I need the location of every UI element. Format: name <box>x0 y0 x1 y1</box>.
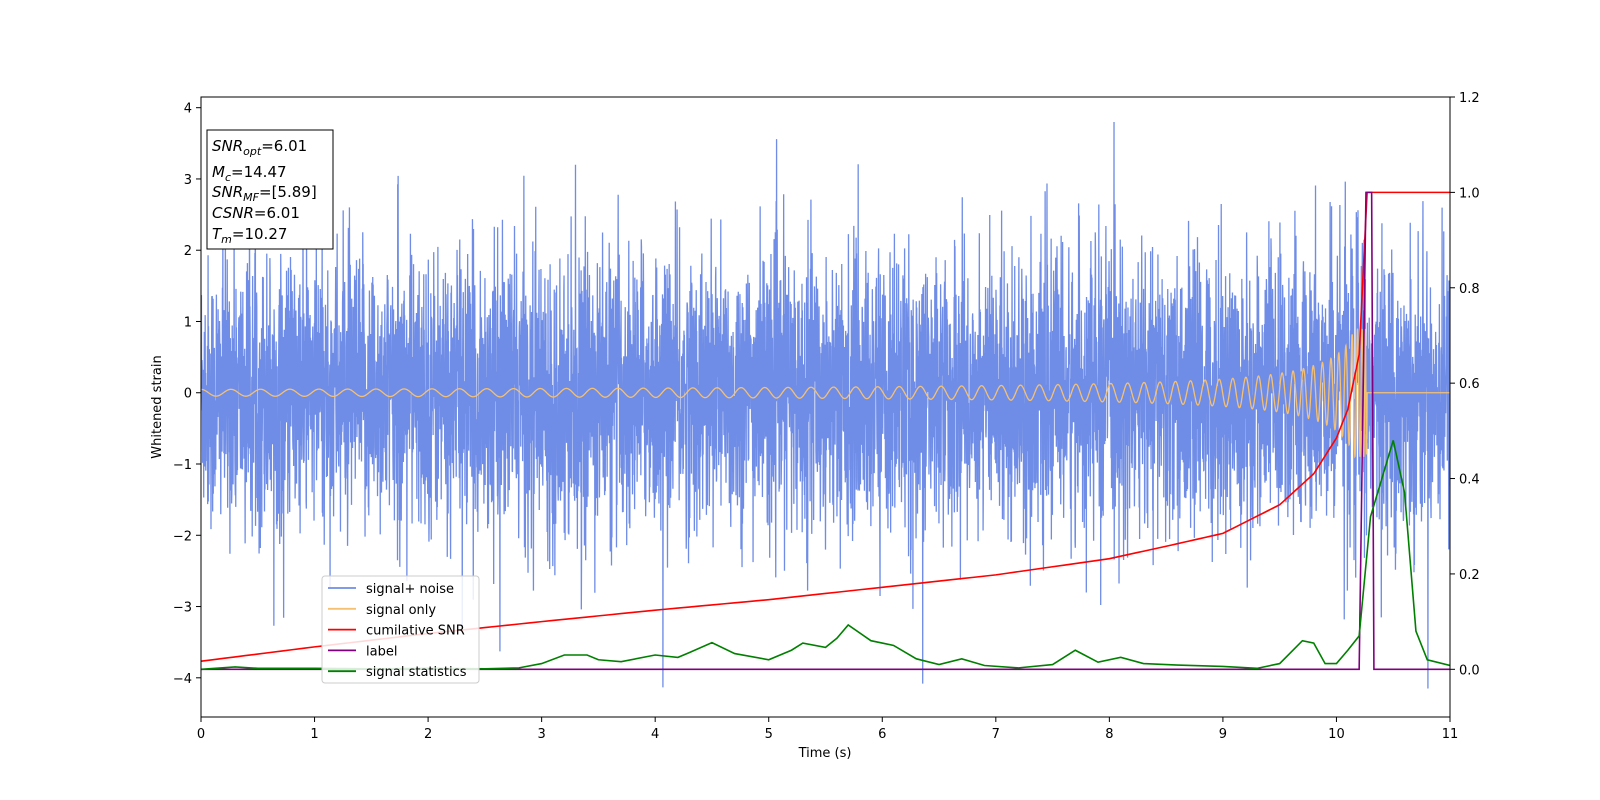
info-line: Tm=10.27 <box>212 225 287 246</box>
plot-frame <box>200 96 1451 718</box>
x-tick-label: 4 <box>651 727 659 742</box>
y-axis-right: 0.0 0.2 0.4 0.6 0.8 1.0 1.2 <box>1450 91 1480 678</box>
x-tick-label: 9 <box>1219 727 1227 742</box>
y-right-tick-label: 0.2 <box>1459 568 1480 583</box>
y-left-tick-label: 4 <box>184 102 192 117</box>
y-right-tick-label: 0.0 <box>1459 663 1480 678</box>
y-right-tick-label: 1.0 <box>1459 186 1480 201</box>
y-right-tick-label: 1.2 <box>1459 91 1480 106</box>
legend-entry: signal statistics <box>366 665 467 680</box>
legend-entry: label <box>366 644 397 659</box>
y-right-tick-label: 0.4 <box>1459 473 1480 488</box>
info-box-frame <box>206 129 334 250</box>
y-left-tick-label: −1 <box>173 458 192 473</box>
legend-entry: signal+ noise <box>366 582 454 597</box>
x-tick-label: 10 <box>1328 727 1345 742</box>
legend-entry: cumilative SNR <box>366 624 465 639</box>
info-line: CSNR=6.01 <box>212 204 300 222</box>
y-left-tick-label: 1 <box>184 315 192 330</box>
info-annotation-box: SNRopt=6.01 Mc=14.47SNRMF=[5.89]CSNR=6.01… <box>206 129 334 250</box>
x-tick-label: 6 <box>878 727 886 742</box>
x-tick-label: 3 <box>537 727 545 742</box>
series-layer <box>201 121 1450 689</box>
series-signal-only <box>201 328 1450 459</box>
series-cumulative-snr <box>201 191 1450 662</box>
x-tick-label: 5 <box>765 727 773 742</box>
legend-entry: signal only <box>366 603 436 618</box>
x-tick-label: 7 <box>992 727 1000 742</box>
info-line: SNRopt=6.01 <box>212 137 307 158</box>
y-axis-left: −4 −3 −2 −1 0 1 2 3 4 <box>173 102 201 687</box>
series-signal-noise <box>201 121 1450 689</box>
legend-frame <box>321 575 480 684</box>
y-left-tick-label: −4 <box>173 672 192 687</box>
x-tick-label: 1 <box>310 727 318 742</box>
y-left-tick-label: 0 <box>184 387 192 402</box>
legend: signal+ noise signal only cumilative SNR la… <box>321 575 480 684</box>
x-tick-label: 0 <box>197 727 205 742</box>
series-signal-statistics <box>201 440 1450 671</box>
y-right-tick-label: 0.8 <box>1459 282 1480 297</box>
y-axis-label: Whitened strain <box>150 355 165 458</box>
series-label <box>201 191 1450 671</box>
x-tick-label: 11 <box>1442 727 1459 742</box>
x-axis: 0 1 2 3 4 5 6 7 8 9 10 11 <box>197 717 1458 742</box>
y-left-tick-label: −3 <box>173 601 192 616</box>
info-line: SNRMF=[5.89] <box>212 183 317 204</box>
x-tick-label: 8 <box>1105 727 1113 742</box>
info-line: Mc=14.47 <box>212 163 287 184</box>
y-left-tick-label: 2 <box>184 244 192 259</box>
x-axis-label: Time (s) <box>798 746 852 761</box>
y-right-tick-label: 0.6 <box>1459 377 1480 392</box>
x-tick-label: 2 <box>424 727 432 742</box>
y-left-tick-label: 3 <box>184 173 192 188</box>
y-left-tick-label: −2 <box>173 529 192 544</box>
